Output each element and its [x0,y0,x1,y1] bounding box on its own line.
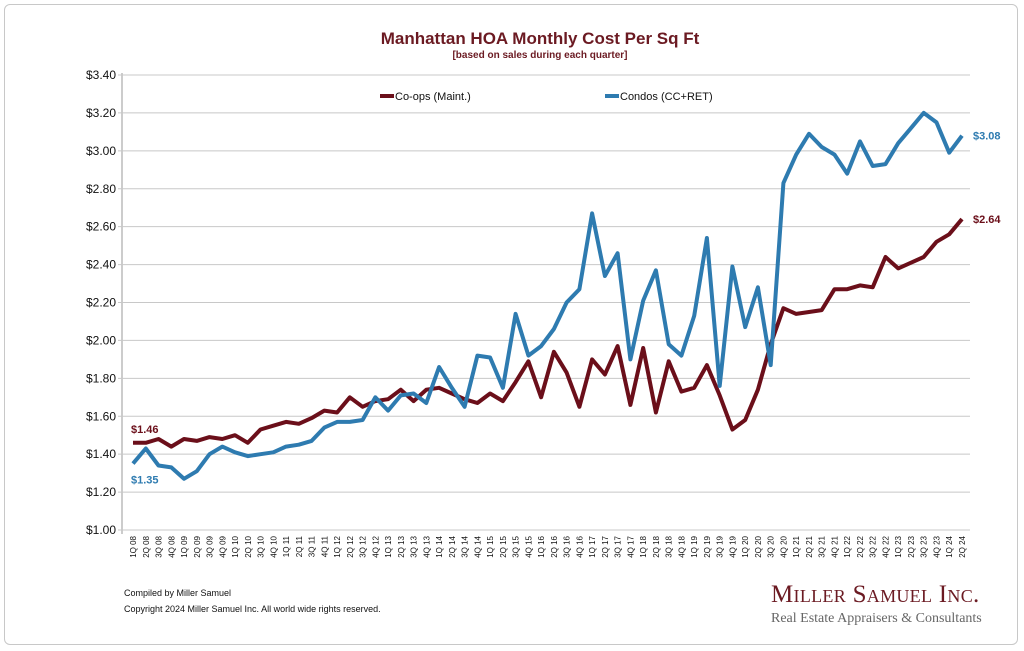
legend-label: Condos (CC+RET) [620,91,713,103]
series-line-condos [131,110,964,481]
x-tick-label: 2Q 11 [295,535,304,557]
x-tick-label: 4Q 14 [473,535,482,557]
y-tick-label: $1.20 [86,485,116,499]
x-tick-label: 1Q 17 [588,535,597,557]
y-tick-label: $2.00 [86,333,116,347]
x-tick-label: 1Q 19 [690,535,699,557]
x-tick-label: 3Q 20 [767,535,776,557]
x-tick-label: 4Q 16 [575,535,584,557]
start-value-label: $1.46 [131,424,159,436]
x-tick-label: 3Q 14 [461,535,470,557]
y-tick-label: $2.20 [86,296,116,310]
x-tick-label: 3Q 08 [155,535,164,557]
legend-label: Co-ops (Maint.) [395,91,471,103]
x-tick-label: 3Q 12 [359,535,368,557]
x-tick-label: 4Q 18 [677,535,686,557]
y-tick-label: $1.60 [86,409,116,423]
x-tick-label: 2Q 12 [346,535,355,557]
x-tick-label: 4Q 20 [779,535,788,557]
x-tick-label: 1Q 10 [231,535,240,557]
y-tick-label: $2.60 [86,220,116,234]
company-logo: Miller Samuel Inc. [771,581,980,608]
compiled-by-note: Compiled by Miller Samuel [124,588,232,598]
x-tick-label: 4Q 15 [524,535,533,557]
x-tick-label: 2Q 13 [397,535,406,557]
x-tick-label: 3Q 17 [614,535,623,557]
x-tick-label: 3Q 09 [206,535,215,557]
x-tick-label: 4Q 09 [218,535,227,557]
x-tick-label: 1Q 24 [945,535,954,557]
copyright-note: Copyright 2024 Miller Samuel Inc. All wo… [124,604,381,614]
start-value-label: $1.35 [131,475,159,487]
x-tick-label: 3Q 22 [869,535,878,557]
chart-title: Manhattan HOA Monthly Cost Per Sq Ft [381,29,700,48]
x-tick-label: 3Q 16 [563,535,572,557]
y-tick-label: $3.20 [86,106,116,120]
x-tick-label: 1Q 08 [129,535,138,557]
x-tick-label: 4Q 11 [320,535,329,557]
x-tick-label: 3Q 10 [257,535,266,557]
x-tick-label: 1Q 12 [333,535,342,557]
x-tick-label: 2Q 22 [856,535,865,557]
x-tick-label: 3Q 18 [665,535,674,557]
x-tick-label: 4Q 23 [932,535,941,557]
x-tick-label: 4Q 13 [422,535,431,557]
end-value-label: $2.64 [973,214,1001,226]
y-tick-label: $2.40 [86,258,116,272]
x-tick-label: 2Q 18 [652,535,661,557]
x-tick-label: 1Q 22 [843,535,852,557]
x-tick-label: 1Q 20 [741,535,750,557]
x-tick-label: 2Q 21 [805,535,814,557]
x-tick-label: 3Q 15 [512,535,521,557]
x-tick-label: 2Q 19 [703,535,712,557]
x-tick-label: 2Q 16 [550,535,559,557]
y-tick-label: $2.80 [86,182,116,196]
x-tick-label: 2Q 15 [499,535,508,557]
x-tick-label: 4Q 12 [371,535,380,557]
x-tick-label: 3Q 13 [410,535,419,557]
x-tick-label: 4Q 19 [728,535,737,557]
x-tick-label: 2Q 17 [601,535,610,557]
x-tick-label: 2Q 24 [958,535,967,557]
x-tick-label: 3Q 19 [716,535,725,557]
x-tick-label: 1Q 18 [639,535,648,557]
chart-subtitle: [based on sales during each quarter] [452,50,627,61]
x-tick-label: 1Q 13 [384,535,393,557]
end-value-label: $3.08 [973,131,1001,143]
x-tick-label: 4Q 17 [626,535,635,557]
x-tick-label: 4Q 21 [830,535,839,557]
x-tick-label: 1Q 09 [180,535,189,557]
x-tick-label: 4Q 22 [881,535,890,557]
y-tick-label: $1.00 [86,523,116,537]
company-tagline: Real Estate Appraisers & Consultants [771,611,982,626]
x-tick-label: 3Q 23 [920,535,929,557]
x-tick-label: 2Q 23 [907,535,916,557]
x-tick-label: 1Q 14 [435,535,444,557]
x-tick-label: 2Q 14 [448,535,457,557]
x-tick-label: 1Q 11 [282,535,291,557]
x-tick-label: 3Q 11 [308,535,317,557]
x-tick-label: 2Q 20 [754,535,763,557]
y-tick-label: $1.40 [86,447,116,461]
y-tick-label: $1.80 [86,371,116,385]
chart-frame [4,4,1018,645]
x-tick-label: 1Q 15 [486,535,495,557]
x-tick-label: 1Q 16 [537,535,546,557]
x-tick-label: 2Q 09 [193,535,202,557]
x-tick-label: 1Q 21 [792,535,801,557]
x-tick-label: 1Q 23 [894,535,903,557]
x-tick-label: 3Q 21 [818,535,827,557]
x-tick-label: 2Q 10 [244,535,253,557]
x-tick-label: 2Q 08 [142,535,151,557]
y-tick-label: $3.40 [86,68,116,82]
x-tick-label: 4Q 10 [269,535,278,557]
series-line-coops [133,217,964,449]
x-tick-label: 4Q 08 [167,535,176,557]
y-tick-label: $3.00 [86,144,116,158]
